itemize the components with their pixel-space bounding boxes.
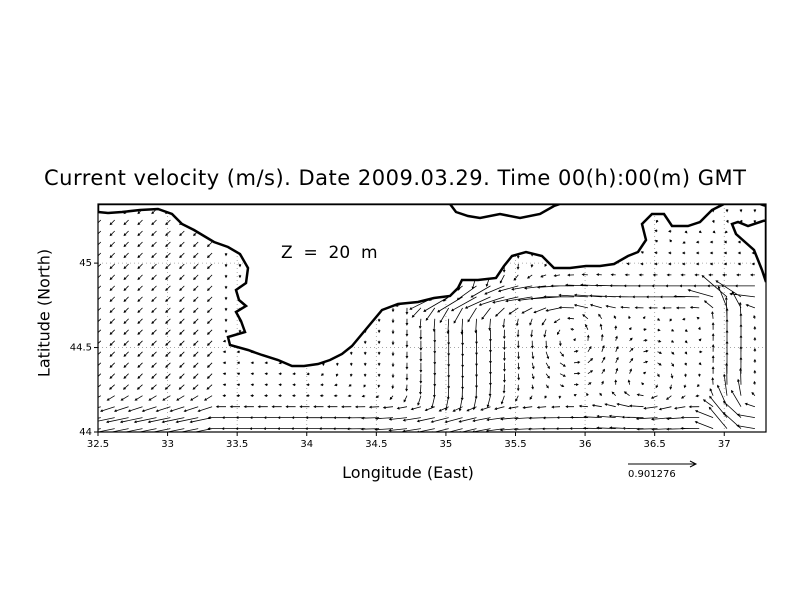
x-tick-label: 34.5 bbox=[365, 439, 387, 450]
x-tick-label: 32.5 bbox=[87, 439, 109, 450]
x-tick-label: 33 bbox=[161, 439, 174, 450]
crimea-peninsula-land bbox=[98, 204, 766, 368]
land-mask bbox=[98, 204, 766, 368]
x-tick-label: 34 bbox=[300, 439, 313, 450]
chart-title: Current velocity (m/s). Date 2009.03.29.… bbox=[44, 166, 747, 190]
y-tick-label: 45 bbox=[79, 258, 92, 269]
y-tick-label: 44 bbox=[79, 427, 92, 438]
x-tick-label: 35 bbox=[440, 439, 453, 450]
y-axis-label: Latitude (North) bbox=[34, 248, 54, 378]
x-tick-label: 36.5 bbox=[644, 439, 666, 450]
x-axis-label: Longitude (East) bbox=[342, 463, 474, 482]
reference-vector-value: 0.901276 bbox=[628, 469, 676, 480]
y-tick-label: 44.5 bbox=[70, 343, 92, 354]
y-axis-ticks: 44 44.5 45 bbox=[70, 258, 98, 438]
x-tick-label: 35.5 bbox=[504, 439, 526, 450]
x-tick-label: 33.5 bbox=[226, 439, 248, 450]
x-tick-label: 37 bbox=[718, 439, 731, 450]
depth-label: Z = 20 m bbox=[281, 243, 378, 263]
plot-frame bbox=[97, 203, 767, 433]
x-tick-label: 36 bbox=[579, 439, 592, 450]
x-axis-ticks: 32.5 33 33.5 34 34.5 35 35.5 36 36.5 37 bbox=[87, 432, 731, 450]
reference-vector bbox=[628, 460, 698, 468]
